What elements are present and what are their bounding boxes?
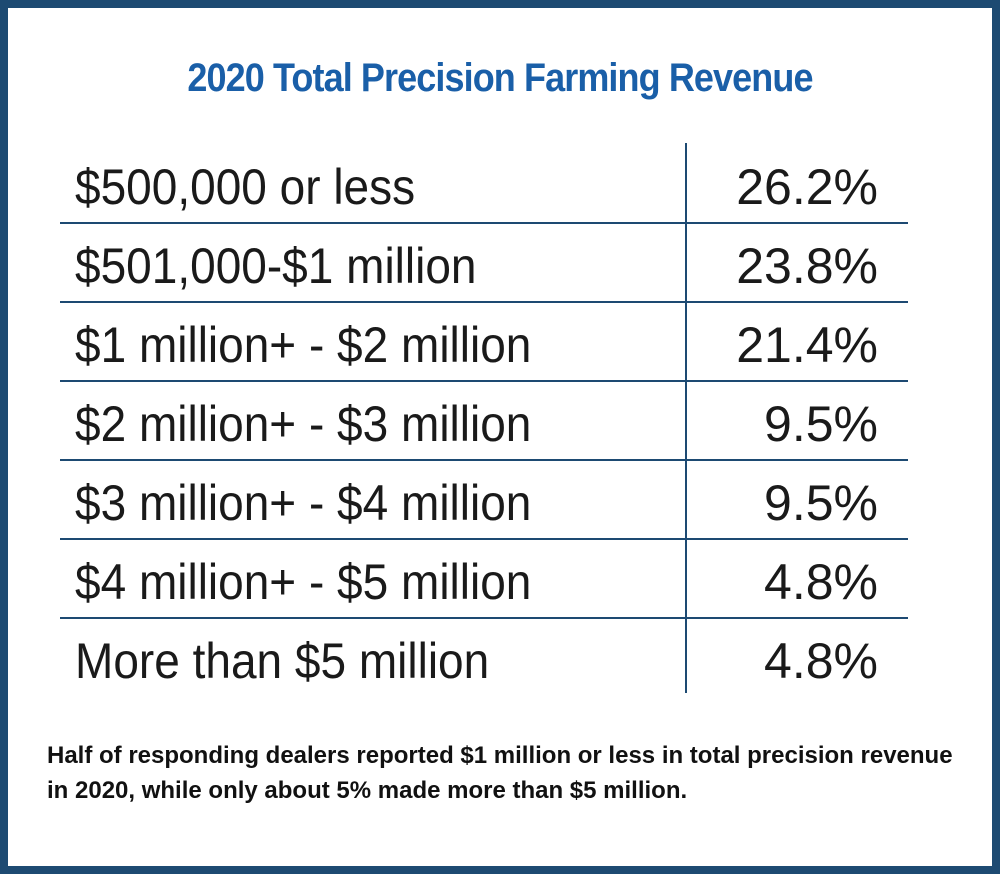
revenue-range: $3 million+ - $4 million [75,475,532,531]
table-row: $501,000-$1 million 23.8% [60,222,908,303]
percentage: 23.8% [736,238,878,294]
table-row: $1 million+ - $2 million 21.4% [60,301,908,382]
footnote: Half of responding dealers reported $1 m… [47,742,953,804]
percentage: 9.5% [764,475,878,531]
table-row: $500,000 or less 26.2% [60,143,908,224]
revenue-range: $500,000 or less [75,159,416,215]
revenue-range: More than $5 million [75,633,490,689]
table-row: More than $5 million 4.8% [60,617,908,696]
percentage: 26.2% [736,159,878,215]
percentage: 4.8% [764,554,878,610]
table-row: $3 million+ - $4 million 9.5% [60,459,908,540]
revenue-range: $2 million+ - $3 million [75,396,532,452]
percentage: 9.5% [764,396,878,452]
table-row: $2 million+ - $3 million 9.5% [60,380,908,461]
revenue-range: $4 million+ - $5 million [75,554,532,610]
table-row: $4 million+ - $5 million 4.8% [60,538,908,619]
percentage: 21.4% [736,317,878,373]
table: $500,000 or less 26.2% $501,000-$1 million… [60,143,908,693]
title: 2020 Total Precision Farming Revenue [187,56,813,100]
percentage: 4.8% [764,633,878,689]
revenue-range: $1 million+ - $2 million [75,317,532,373]
column-divider [685,143,687,693]
revenue-range: $501,000-$1 million [75,238,477,294]
